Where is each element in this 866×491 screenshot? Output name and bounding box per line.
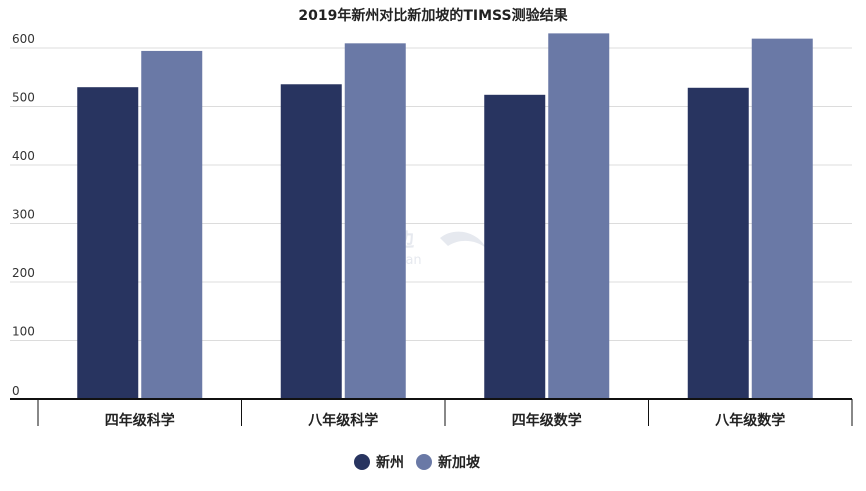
y-tick-label: 100 bbox=[12, 325, 35, 339]
y-tick-label: 400 bbox=[12, 149, 35, 163]
legend-label: 新加坡 bbox=[438, 454, 481, 471]
x-axis-category-labels: 四年级科学 八年级科学 四年级数学 八年级数学 bbox=[105, 412, 786, 429]
bar bbox=[484, 94, 546, 400]
legend-label: 新州 bbox=[376, 454, 404, 471]
x-tick-label: 四年级数学 bbox=[512, 412, 582, 429]
bar bbox=[280, 84, 342, 400]
legend-marker bbox=[354, 454, 370, 470]
bar bbox=[141, 50, 203, 400]
bars bbox=[77, 33, 813, 400]
chart-title: 2019年新州对比新加坡的TIMSS测验结果 bbox=[298, 7, 568, 24]
bar bbox=[548, 33, 610, 399]
x-tick-label: 四年级科学 bbox=[105, 412, 175, 429]
x-axis bbox=[10, 398, 853, 426]
legend-marker bbox=[416, 454, 432, 470]
legend-item: 新州 bbox=[354, 454, 404, 471]
y-tick-label: 300 bbox=[12, 208, 35, 222]
y-axis-ticks: 0 100 200 300 400 500 600 bbox=[12, 32, 35, 398]
watermark-swoosh-icon bbox=[440, 231, 486, 248]
legend-item: 新加坡 bbox=[416, 454, 481, 471]
x-tick-label: 八年级数学 bbox=[714, 412, 785, 429]
y-tick-label: 500 bbox=[12, 91, 35, 105]
x-tick-label: 八年级科学 bbox=[307, 412, 378, 429]
bar bbox=[77, 87, 139, 399]
bar bbox=[751, 38, 813, 399]
y-tick-label: 0 bbox=[12, 384, 20, 398]
bar bbox=[344, 43, 406, 399]
bar bbox=[687, 87, 749, 399]
legend: 新州 新加坡 bbox=[354, 454, 481, 471]
y-tick-label: 200 bbox=[12, 266, 35, 280]
y-tick-label: 600 bbox=[12, 32, 35, 46]
